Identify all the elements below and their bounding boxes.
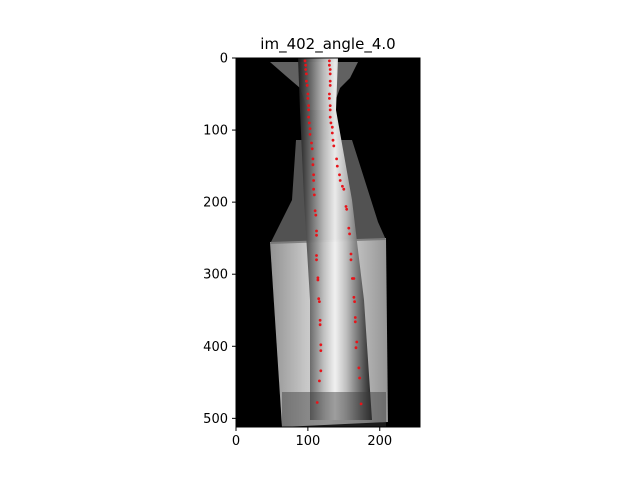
landmark-point-38 bbox=[312, 179, 315, 182]
landmark-point-44 bbox=[313, 209, 317, 213]
landmark-point-6 bbox=[305, 72, 308, 76]
plot-frame bbox=[235, 57, 421, 428]
landmark-point-54 bbox=[315, 258, 318, 262]
landmark-point-53 bbox=[349, 252, 353, 256]
landmark-point-69 bbox=[355, 340, 359, 344]
landmark-point-47 bbox=[345, 207, 349, 211]
y-tick-label-500: 500 bbox=[203, 412, 228, 427]
landmark-point-67 bbox=[353, 320, 357, 324]
landmark-point-66 bbox=[318, 323, 322, 327]
xray-image bbox=[236, 58, 420, 427]
landmark-point-28 bbox=[310, 141, 313, 145]
landmark-point-59 bbox=[352, 277, 356, 280]
landmark-point-51 bbox=[348, 232, 351, 236]
landmark-point-26 bbox=[308, 133, 312, 136]
landmark-point-22 bbox=[307, 121, 311, 125]
landmark-point-27 bbox=[330, 131, 334, 135]
landmark-point-24 bbox=[308, 127, 312, 130]
landmark-point-68 bbox=[319, 343, 323, 347]
pelvis-shadow bbox=[282, 392, 386, 427]
y-tick-label-300: 300 bbox=[203, 268, 228, 283]
landmark-point-39 bbox=[338, 179, 342, 182]
landmark-point-7 bbox=[328, 72, 332, 76]
landmark-point-5 bbox=[328, 68, 332, 71]
landmark-points bbox=[303, 59, 363, 406]
chart-title: im_402_angle_4.0 bbox=[260, 35, 395, 54]
landmark-point-55 bbox=[349, 258, 353, 262]
landmark-point-20 bbox=[307, 115, 310, 119]
landmark-point-9 bbox=[328, 79, 332, 83]
landmark-point-13 bbox=[328, 92, 331, 96]
landmark-point-11 bbox=[328, 84, 332, 87]
landmark-point-46 bbox=[314, 213, 318, 217]
landmark-point-74 bbox=[318, 379, 321, 383]
landmark-point-15 bbox=[328, 97, 331, 100]
landmark-point-35 bbox=[335, 164, 339, 168]
landmark-point-32 bbox=[311, 157, 315, 161]
landmark-point-63 bbox=[353, 300, 356, 303]
landmark-point-33 bbox=[335, 157, 338, 161]
landmark-point-30 bbox=[310, 147, 314, 151]
landmark-point-76 bbox=[315, 401, 319, 404]
landmark-point-36 bbox=[312, 173, 315, 177]
landmark-point-10 bbox=[305, 84, 309, 87]
landmark-point-45 bbox=[344, 205, 348, 208]
landmark-point-64 bbox=[318, 318, 322, 322]
landmark-point-31 bbox=[332, 144, 336, 148]
landmark-point-41 bbox=[341, 184, 344, 188]
x-tick-label-200: 200 bbox=[367, 434, 392, 449]
landmark-point-3 bbox=[328, 63, 331, 67]
landmark-point-17 bbox=[328, 104, 332, 107]
landmark-point-77 bbox=[359, 402, 363, 406]
landmark-point-56 bbox=[316, 276, 320, 280]
landmark-point-25 bbox=[330, 125, 334, 129]
landmark-point-73 bbox=[357, 366, 361, 370]
landmark-point-49 bbox=[347, 226, 351, 230]
landmark-point-61 bbox=[352, 295, 356, 299]
y-tick-label-200: 200 bbox=[203, 196, 228, 211]
landmark-point-43 bbox=[342, 187, 346, 191]
landmark-point-34 bbox=[311, 163, 315, 167]
axis-ticks: 0 100 200 0 100 200 300 400 500 bbox=[203, 52, 392, 450]
landmark-point-60 bbox=[317, 297, 321, 301]
landmark-point-2 bbox=[304, 63, 308, 67]
landmark-point-71 bbox=[354, 346, 358, 350]
landmark-point-23 bbox=[329, 121, 333, 125]
x-tick-label-0: 0 bbox=[232, 434, 240, 449]
landmark-point-12 bbox=[306, 92, 310, 96]
spine-column bbox=[298, 58, 372, 420]
x-tick-label-100: 100 bbox=[295, 434, 320, 449]
y-tick-label-400: 400 bbox=[203, 340, 228, 355]
landmark-point-18 bbox=[307, 108, 310, 112]
landmark-point-8 bbox=[305, 79, 308, 83]
landmark-point-75 bbox=[358, 376, 361, 380]
landmark-point-21 bbox=[328, 115, 332, 119]
landmark-point-62 bbox=[318, 300, 321, 303]
landmark-point-14 bbox=[306, 97, 310, 100]
landmark-point-50 bbox=[315, 233, 318, 237]
y-tick-label-100: 100 bbox=[203, 124, 228, 139]
landmark-point-65 bbox=[353, 316, 357, 319]
landmark-point-4 bbox=[304, 68, 308, 71]
landmark-point-29 bbox=[331, 138, 335, 142]
landmark-point-37 bbox=[338, 173, 341, 177]
landmark-point-72 bbox=[319, 369, 323, 373]
landmark-point-58 bbox=[316, 278, 320, 282]
landmark-point-16 bbox=[307, 104, 310, 107]
y-tick-label-0: 0 bbox=[220, 52, 228, 67]
landmark-point-0 bbox=[303, 59, 307, 63]
landmark-point-70 bbox=[319, 349, 323, 352]
landmark-point-19 bbox=[328, 108, 332, 112]
landmark-point-42 bbox=[312, 193, 316, 197]
landmark-point-40 bbox=[312, 187, 315, 191]
landmark-point-48 bbox=[315, 229, 318, 233]
landmark-point-52 bbox=[315, 254, 318, 257]
landmark-point-1 bbox=[328, 59, 331, 63]
